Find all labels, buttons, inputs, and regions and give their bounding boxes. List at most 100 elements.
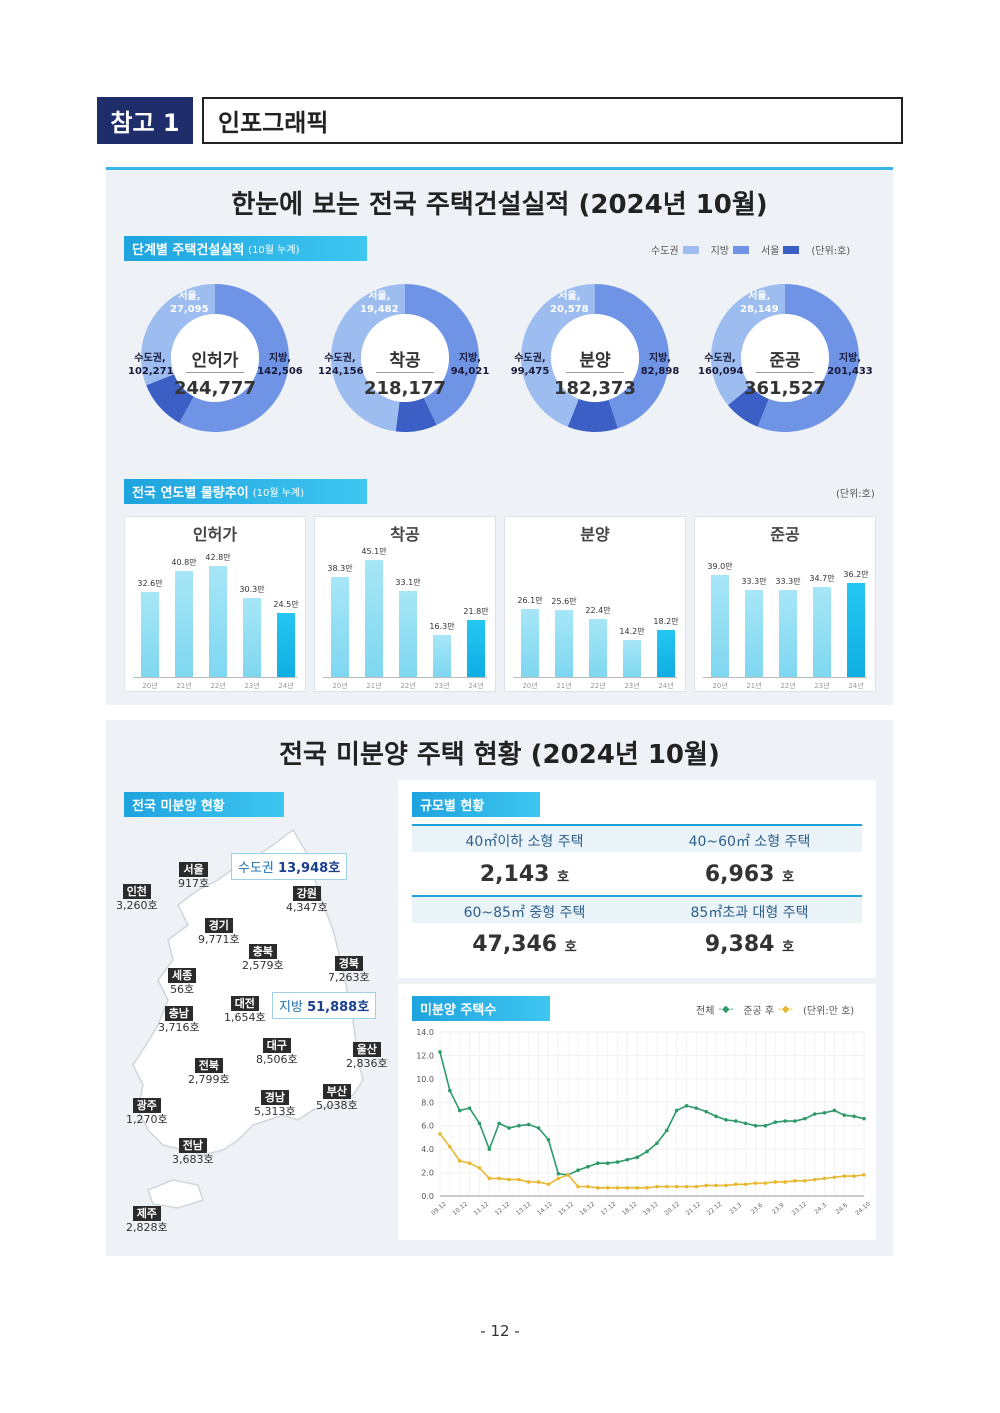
- series-point: [763, 1181, 768, 1185]
- x-tick-label: 15.12: [557, 1201, 575, 1218]
- line-legend: 전체 -◆- 준공 후 -◆- (단위:만 호): [696, 1002, 854, 1017]
- region-5: 충북 2,579호: [242, 944, 284, 972]
- region-value: 3,260호: [116, 899, 158, 912]
- series-line: [439, 1133, 865, 1189]
- series-point: [635, 1186, 640, 1190]
- series-point: [704, 1183, 709, 1188]
- size-label-4: 85㎡초과 대형 주택: [690, 905, 809, 921]
- size-value-3-num: 47,346: [472, 932, 558, 957]
- bar: [365, 559, 383, 677]
- series-point: [773, 1180, 778, 1184]
- bar-card-title: 준공: [770, 525, 800, 544]
- series-point: [517, 1177, 521, 1182]
- bar-value-label: 45.1만: [361, 546, 387, 556]
- bar-value-label: 26.1만: [517, 596, 543, 606]
- bar-year-label: 24년: [658, 682, 674, 690]
- stage-tag-label: 단계별 주택건설실적: [132, 243, 245, 258]
- legend-seoul: 서울: [761, 246, 780, 257]
- metro-label: 수도권, 124,156: [318, 353, 364, 377]
- donut-1: 서울, 27,095 수도권, 102,271 지방, 142,506 인허가 244,777: [126, 284, 304, 432]
- bar-value-label: 34.7만: [809, 573, 835, 583]
- series-point: [743, 1121, 748, 1126]
- seoul-label: 서울, 19,482: [360, 291, 399, 315]
- region-value: 1,270호: [126, 1113, 168, 1126]
- series-point: [674, 1108, 679, 1113]
- series-point: [467, 1161, 472, 1165]
- bar-year-label: 20년: [712, 682, 728, 690]
- series-point: [803, 1178, 807, 1183]
- korea-map: [118, 820, 388, 1240]
- legend-regional: 지방: [710, 246, 730, 257]
- region-value: 1,654호: [224, 1011, 266, 1024]
- region-value: 2,799호: [188, 1073, 230, 1086]
- series-point: [822, 1176, 827, 1181]
- metro-slice: [711, 284, 785, 406]
- size-label-2: 40~60㎡ 소형 주택: [688, 834, 811, 850]
- bar-value-label: 33.1만: [395, 577, 421, 587]
- bar: [623, 640, 641, 677]
- bar-year-label: 24년: [848, 682, 864, 690]
- yearly-unit: (단위:호): [836, 489, 875, 500]
- size-value-1: 2,143 호: [412, 862, 637, 887]
- construction-title: 한눈에 보는 전국 주택건설실적 (2024년 10월): [231, 190, 768, 220]
- size-header-row-1: 40㎡이하 소형 주택 40~60㎡ 소형 주택: [412, 824, 862, 852]
- donut-ring: [330, 284, 479, 432]
- region-value: 56호: [170, 983, 195, 996]
- series-point: [793, 1119, 797, 1123]
- metro-label: 수도권, 99,475: [510, 353, 550, 377]
- series-point: [507, 1177, 511, 1182]
- bar-card-3: 분양 26.1만 20년 25.6만 21년 22.4만 22년 14.2만 23년 18.2만 2…: [504, 516, 686, 692]
- series-point: [526, 1122, 531, 1127]
- series-point: [497, 1176, 501, 1181]
- bar: [847, 582, 865, 677]
- series-point: [566, 1173, 570, 1177]
- series-point: [812, 1112, 817, 1116]
- region-name: 전남: [178, 1138, 207, 1153]
- donut-ring: [141, 284, 289, 432]
- center-total: 244,777: [174, 378, 256, 399]
- series-point: [714, 1114, 718, 1119]
- x-tick-label: 13.12: [515, 1201, 533, 1218]
- series-point: [714, 1183, 718, 1188]
- line-tag-label: 미분양 주택수: [420, 1003, 497, 1018]
- y-tick-label: 2.0: [421, 1169, 434, 1178]
- region-value: 7,263호: [328, 971, 370, 984]
- regional-label: 지방, 82,898: [640, 353, 680, 377]
- legend-all-marker: -◆-: [718, 1004, 734, 1015]
- region-name: 경남: [260, 1090, 289, 1105]
- bar-card-1: 인허가 32.6만 20년 40.8만 21년 42.8만 22년 30.3만 23년 24.5만…: [124, 516, 306, 692]
- bar: [657, 629, 675, 677]
- region-value: 9,771호: [198, 933, 240, 946]
- regional-label: 지방, 201,433: [827, 353, 873, 377]
- region-value: 917호: [178, 877, 210, 890]
- seoul-label: 서울, 20,578: [550, 291, 589, 315]
- bar-year-label: 22년: [590, 682, 606, 690]
- regional-slice: [595, 284, 669, 429]
- size-value-4: 9,384 호: [637, 932, 862, 957]
- region-4: 강원 4,347호: [286, 886, 328, 914]
- bar-value-label: 24.5만: [273, 600, 299, 610]
- series-line: [439, 1051, 865, 1176]
- series-point: [526, 1180, 531, 1184]
- bar: [243, 598, 261, 677]
- metro-slice: [330, 284, 405, 432]
- bar-value-label: 14.2만: [619, 627, 645, 637]
- x-tick-label: 09.12: [430, 1201, 448, 1218]
- bar-year-label: 23년: [624, 682, 640, 690]
- series-point: [605, 1186, 610, 1190]
- bar-value-label: 25.6만: [551, 597, 577, 607]
- y-tick-label: 14.0: [416, 1028, 434, 1037]
- legend-after: 준공 후: [743, 1006, 775, 1017]
- size-label-3: 60~85㎡ 중형 주택: [463, 905, 586, 921]
- donut-3: 서울, 20,578 수도권, 99,475 지방, 82,898 분양 182,373: [506, 284, 684, 432]
- bar-year-label: 20년: [332, 682, 348, 690]
- donut-4: 서울, 28,149 수도권, 160,094 지방, 201,433 준공 361,527: [696, 284, 874, 432]
- bar-value-label: 32.6만: [137, 579, 163, 589]
- legend-unit: (단위:호): [811, 246, 851, 257]
- bar: [813, 586, 831, 677]
- series-point: [842, 1113, 847, 1117]
- series-point: [487, 1176, 492, 1181]
- region-name: 대전: [230, 996, 259, 1011]
- regional-label: 지방, 142,506: [257, 353, 303, 377]
- series-point: [556, 1171, 561, 1176]
